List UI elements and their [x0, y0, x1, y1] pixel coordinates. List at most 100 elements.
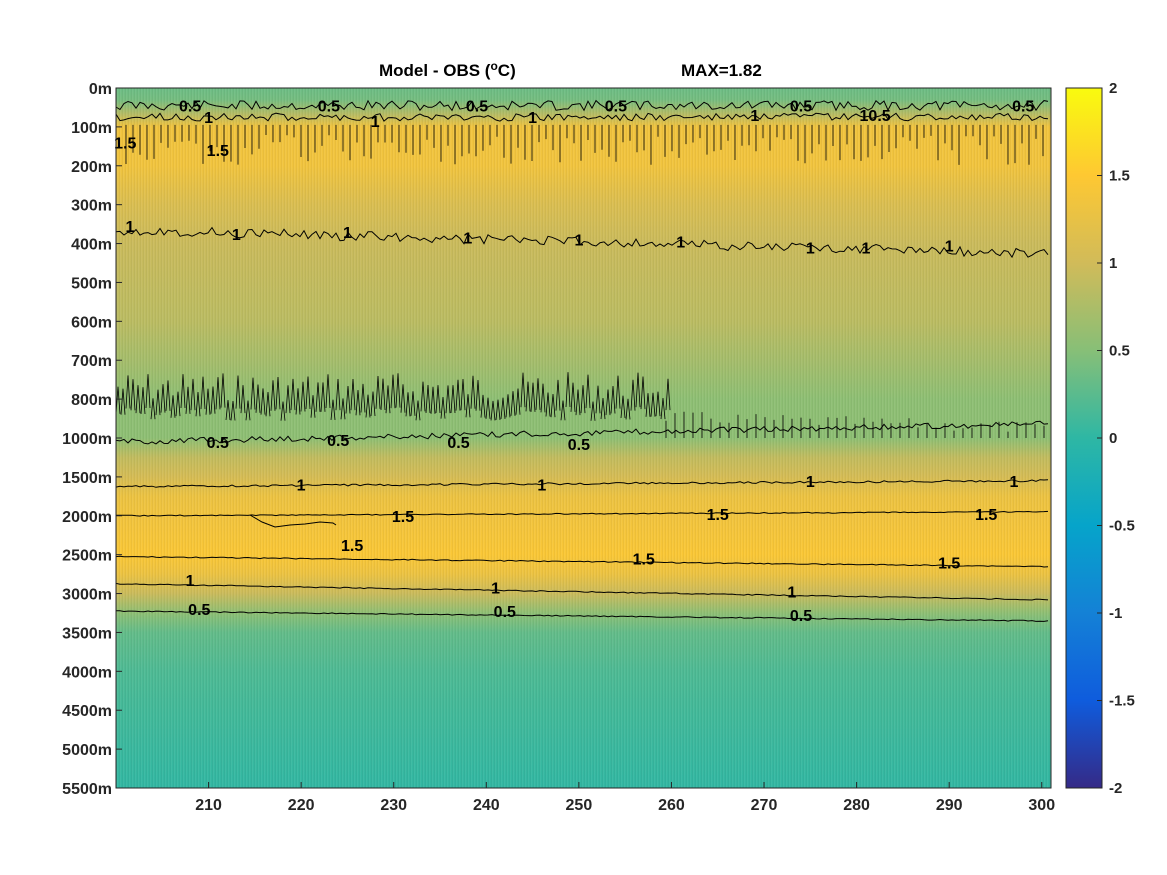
y-tick-label: 200m [71, 159, 112, 176]
title-superscript: o [490, 59, 497, 73]
y-tick-label: 500m [71, 275, 112, 292]
contour-label: 1.5 [392, 509, 414, 526]
contour-label: 1 [371, 114, 380, 131]
x-tick-label: 210 [195, 797, 222, 814]
contour-labels: 0.5 0.5 0.5 0.5 0.510.50.51 1 1 11.5 1.51 1 1 1 1 1 1 1… [114, 99, 1034, 625]
colorbar-tick-label: 2 [1109, 80, 1117, 97]
contour-label: 0.5 [466, 99, 488, 116]
colorbar-ticks: 2 1.5 1 0.5 0 -0.5 -1 -1.5 -2 [1097, 80, 1135, 797]
title-text: Model - OBS ( [379, 61, 491, 80]
contour-label: 1 [574, 233, 583, 250]
x-tick-label: 270 [751, 797, 778, 814]
contour-label: 0.5 [605, 99, 627, 116]
contour-label: 1.5 [707, 507, 729, 524]
max-label: MAX=1.82 [681, 61, 762, 80]
contour-label: 1 [491, 581, 500, 598]
contour-label: 1 [861, 240, 870, 257]
y-tick-label: 700m [71, 353, 112, 370]
y-tick-label: 5000m [62, 742, 112, 759]
contour-label: 10.5 [860, 108, 891, 125]
colorbar-tick-label: 1.5 [1109, 168, 1130, 185]
contour-line-0.5-1000m [115, 420, 1049, 445]
svg-text:Model - OBS (oC): Model - OBS (oC) [379, 59, 516, 80]
y-tick-label: 3000m [62, 587, 112, 604]
y-tick-label: 3500m [62, 625, 112, 642]
y-tick-label: 100m [71, 120, 112, 137]
y-tick-label: 4000m [62, 664, 112, 681]
colorbar: 2 1.5 1 0.5 0 -0.5 -1 -1.5 -2 [1065, 80, 1135, 797]
contour-label: 1 [537, 478, 546, 495]
contour-label: 1 [186, 573, 195, 590]
contour-label: 1 [676, 235, 685, 252]
contour-lines [115, 99, 1049, 622]
y-tick-label: 400m [71, 237, 112, 254]
contour-label: 1.5 [207, 143, 229, 160]
contour-label: 1 [343, 225, 352, 242]
y-tick-label: 600m [71, 314, 112, 331]
contour-label: 1 [1010, 474, 1019, 491]
y-tick-label: 1000m [62, 431, 112, 448]
x-tick-label: 290 [936, 797, 963, 814]
x-tick-label: 280 [843, 797, 870, 814]
contour-label: 1 [750, 108, 759, 125]
contour-label: 1.5 [633, 552, 655, 569]
colorbar-tick-label: -0.5 [1109, 518, 1135, 535]
contour-label: 0.5 [188, 602, 210, 619]
x-tick-label: 220 [288, 797, 315, 814]
x-tick-label: 260 [658, 797, 685, 814]
y-tick-label: 300m [71, 198, 112, 215]
y-axis: 0m 100m 200m 300m 400m 500m 600m 700m 800m 1000m 1… [62, 81, 122, 798]
colorbar-tick-label: -1.5 [1109, 693, 1135, 710]
contour-line-1.5-pocket [249, 514, 337, 528]
x-tick-label: 230 [380, 797, 407, 814]
contour-line-1-1500m [115, 479, 1049, 488]
contour-label: 0.5 [1012, 99, 1034, 116]
contour-line-1.5-2500m [115, 555, 1049, 568]
contour-label: 1 [787, 585, 796, 602]
y-tick-label: 4500m [62, 703, 112, 720]
colorbar-tick-label: 1 [1109, 255, 1117, 272]
x-axis: 210 220 230 240 250 260 270 280 290 300 [195, 782, 1055, 814]
contour-label: 0.5 [494, 604, 516, 621]
contour-label: 1.5 [341, 538, 363, 555]
contour-label: 1 [528, 110, 537, 127]
x-tick-label: 250 [566, 797, 593, 814]
y-tick-label: 800m [71, 392, 112, 409]
contour-line-0.5-surface [115, 99, 1049, 112]
contour-label: 1 [232, 227, 241, 244]
contour-label: 1 [806, 240, 815, 257]
colorbar-tick-label: 0 [1109, 430, 1117, 447]
title-unit: C) [498, 61, 516, 80]
contour-line-0.5-3200m [115, 610, 1049, 622]
contour-line-1-surface [115, 112, 1049, 122]
y-tick-label: 2500m [62, 548, 112, 565]
title: Model - OBS (oC) MAX=1.82 [379, 59, 762, 80]
contour-label: 0.5 [447, 435, 469, 452]
contour-label: 0.5 [327, 433, 349, 450]
contour-line-1-3000m [115, 582, 1049, 601]
y-tick-label: 0m [89, 81, 112, 98]
contour-label: 0.5 [179, 99, 201, 116]
contour-label: 1 [204, 110, 213, 127]
contour-label: 0.5 [568, 437, 590, 454]
contour-label: 0.5 [790, 99, 812, 116]
contour-label: 1 [297, 478, 306, 495]
y-tick-label: 5500m [62, 781, 112, 798]
x-tick-label: 300 [1028, 797, 1055, 814]
contour-label: 0.5 [318, 99, 340, 116]
contour-label: 1 [945, 239, 954, 256]
colorbar-scale [1065, 87, 1103, 789]
contour-label: 0.5 [207, 435, 229, 452]
contour-label: 0.5 [790, 608, 812, 625]
colorbar-tick-label: -1 [1109, 605, 1122, 622]
contour-spikes-1.5 [125, 124, 1044, 165]
contour-label: 1.5 [938, 555, 960, 572]
contour-label: 1 [125, 219, 134, 236]
contour-label: 1 [463, 231, 472, 248]
colorbar-tick-label: -2 [1109, 780, 1122, 797]
y-tick-label: 1500m [62, 470, 112, 487]
contour-line-1-400m [115, 226, 1049, 259]
colorbar-tick-label: 0.5 [1109, 343, 1130, 360]
contour-label: 1.5 [975, 507, 997, 524]
